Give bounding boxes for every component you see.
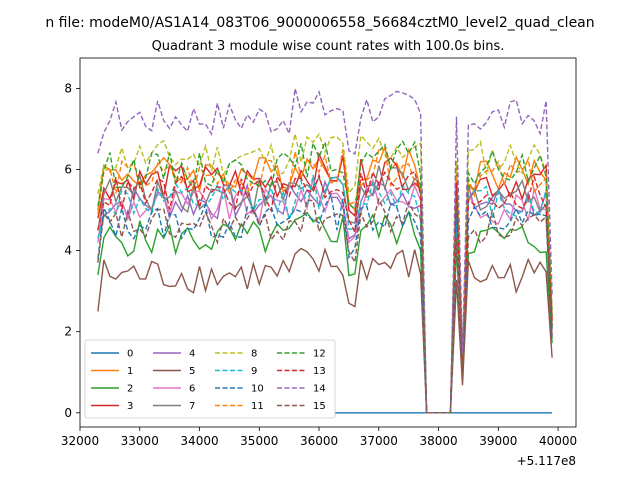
x-tick-label: 36000 — [300, 434, 338, 448]
legend-box — [84, 339, 336, 419]
series-line-9 — [97, 174, 553, 414]
x-tick-label: 35000 — [240, 434, 278, 448]
series-line-4 — [97, 179, 553, 414]
x-tick-label: 32000 — [61, 434, 99, 448]
legend-label: 14 — [313, 384, 326, 395]
y-tick-label: 0 — [64, 406, 72, 420]
series-line-2 — [97, 209, 553, 414]
chart-title: Quadrant 3 module wise count rates with … — [152, 39, 505, 54]
y-tick-label: 8 — [64, 81, 72, 95]
legend-label: 9 — [251, 366, 257, 377]
y-tick-label: 2 — [64, 325, 72, 339]
y-tick-label: 6 — [64, 163, 72, 177]
series-line-3 — [97, 151, 553, 414]
legend-label: 2 — [127, 384, 133, 395]
x-tick-label: 33000 — [121, 434, 159, 448]
series-line-7 — [97, 165, 553, 414]
legend-label: 10 — [251, 384, 264, 395]
series-line-12 — [97, 139, 553, 414]
x-tick-label: 40000 — [539, 434, 577, 448]
x-tick-label: 34000 — [180, 434, 218, 448]
legend-label: 5 — [189, 366, 195, 377]
y-axis: 0 2 4 6 8 — [64, 81, 80, 420]
x-offset-label: +5.117e8 — [517, 454, 576, 468]
series-line-13 — [97, 170, 553, 414]
legend-label: 6 — [189, 384, 195, 395]
legend-label: 1 — [127, 366, 133, 377]
x-tick-label: 39000 — [479, 434, 517, 448]
legend-label: 0 — [127, 349, 133, 360]
series-line-6 — [97, 175, 553, 414]
series-line-5 — [97, 247, 553, 414]
legend-label: 13 — [313, 366, 326, 377]
legend-label: 15 — [313, 401, 326, 412]
legend-label: 3 — [127, 401, 133, 412]
legend-label: 11 — [251, 401, 264, 412]
chart-suptitle: n file: modeM0/AS1A14_083T06_9000006558_… — [45, 15, 594, 31]
legend-label: 7 — [189, 401, 195, 412]
legend-label: 12 — [313, 349, 326, 360]
series-line-14 — [97, 88, 553, 414]
x-axis: 32000 33000 34000 35000 36000 37000 38000 39000… — [61, 427, 577, 448]
series-line-15 — [97, 197, 553, 414]
legend-label: 8 — [251, 349, 257, 360]
legend-label: 4 — [189, 349, 195, 360]
series-line-8 — [97, 132, 553, 414]
y-tick-label: 4 — [64, 244, 72, 258]
series-layer — [97, 88, 553, 414]
x-tick-label: 38000 — [419, 434, 457, 448]
x-tick-label: 37000 — [360, 434, 398, 448]
